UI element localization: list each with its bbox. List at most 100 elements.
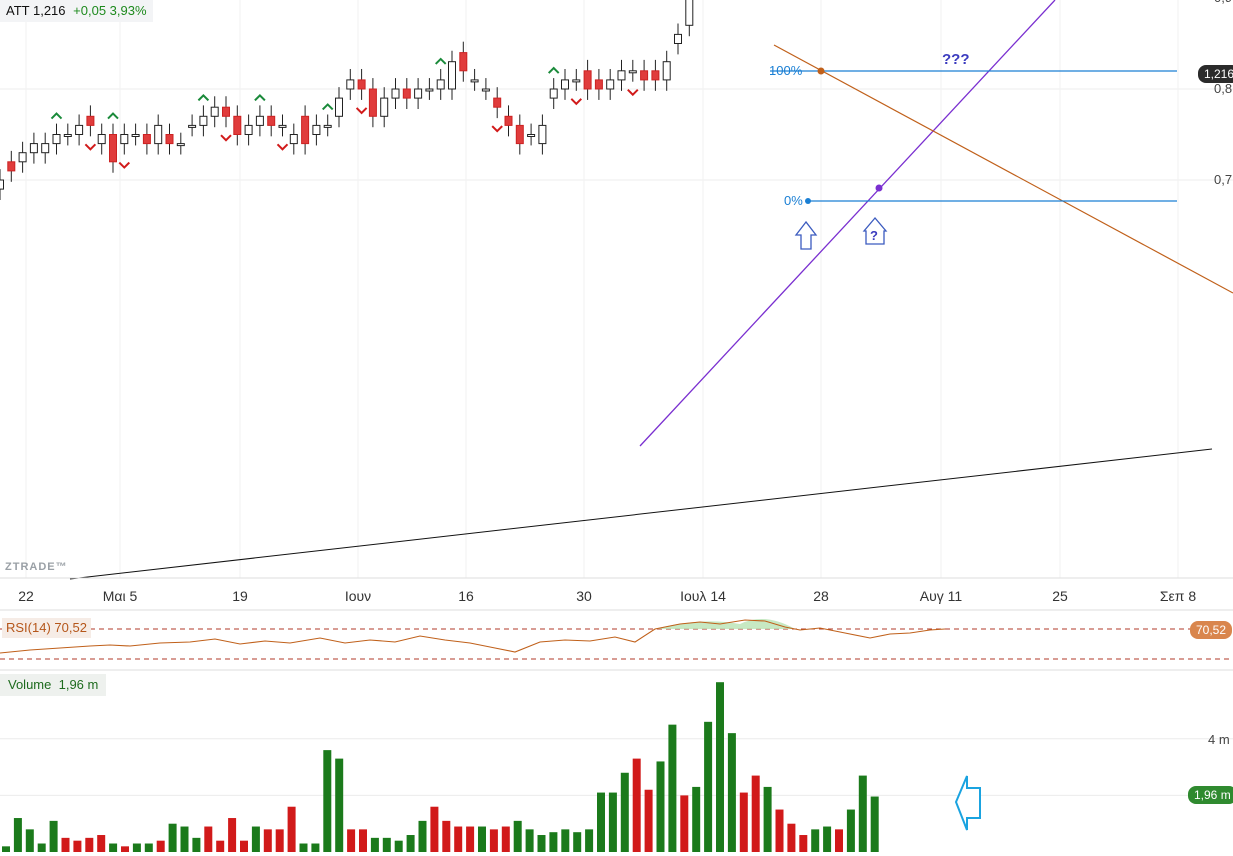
volume-bar	[442, 820, 451, 852]
candle-down	[142, 134, 151, 145]
candle-up	[549, 88, 558, 99]
volume-bar	[382, 837, 391, 852]
volume-bar	[597, 792, 605, 852]
volume-bar	[656, 761, 665, 852]
candle-up	[255, 115, 264, 126]
volume-bar	[25, 829, 34, 852]
candle-up	[391, 88, 400, 99]
time-tick-label: 22	[18, 588, 34, 604]
candles	[0, 0, 694, 201]
volume-bar	[513, 820, 522, 852]
volume-legend[interactable]: Volume 1,96 m	[0, 674, 107, 696]
triple-question-annotation: ???	[942, 51, 970, 68]
candle-up	[41, 143, 50, 154]
volume-bar	[692, 786, 701, 852]
volume-bar	[323, 750, 332, 852]
candle-up	[29, 143, 38, 154]
time-tick-label: Σεπ 8	[1160, 588, 1196, 604]
volume-bar	[418, 820, 427, 852]
candle-down	[504, 115, 513, 126]
price-tick-label: 0,7	[1214, 172, 1232, 187]
candle-up	[120, 134, 129, 145]
price-axis-labels: 1,21,110,90,80,7	[1214, 0, 1232, 187]
volume-bar	[727, 733, 736, 852]
candle-up	[606, 79, 615, 90]
time-tick-label: Ιουν	[345, 588, 371, 604]
candle-down	[357, 79, 366, 90]
sell-signal-marker	[118, 161, 131, 169]
candle-up	[572, 79, 581, 83]
volume-bar	[347, 829, 356, 852]
candle-up	[538, 124, 547, 145]
volume-bar	[644, 789, 653, 852]
sell-signal-marker	[627, 89, 639, 97]
volume-bar	[537, 835, 546, 852]
time-tick-label: 28	[813, 588, 829, 604]
candle-up	[131, 134, 140, 137]
volume-bar	[787, 823, 796, 852]
buy-signal-marker	[254, 93, 266, 102]
candle-up	[662, 61, 671, 81]
volume-bar	[704, 721, 713, 852]
volume-bar	[85, 837, 94, 852]
volume-bar	[775, 809, 784, 852]
candle-up	[176, 143, 185, 147]
volume-bar	[858, 775, 867, 852]
sell-signal-marker	[84, 143, 97, 151]
rsi-legend[interactable]: RSI(14) 70,52	[2, 618, 91, 638]
buy-signal-marker	[50, 112, 63, 120]
volume-bar	[61, 837, 70, 852]
buy-signal-marker	[107, 112, 119, 120]
volume-bar	[228, 818, 237, 852]
signal-markers	[50, 57, 639, 169]
trend-touch-point	[875, 184, 883, 192]
sell-signal-marker	[276, 143, 289, 151]
sell-signal-marker	[355, 107, 368, 115]
volume-bar	[251, 826, 260, 852]
volume-bar	[132, 843, 141, 852]
fib-0-label: 0%	[784, 193, 803, 208]
candle-up	[335, 97, 343, 117]
volume-bar	[240, 840, 248, 852]
candle-up	[448, 61, 456, 90]
price-tick-label: 0,8	[1214, 81, 1232, 96]
candle-up	[97, 134, 106, 145]
candle-up	[52, 134, 61, 145]
volume-bar	[620, 772, 629, 852]
candle-down	[651, 70, 660, 81]
volume-bar	[716, 682, 724, 852]
candle-up	[244, 124, 253, 136]
candle-up	[346, 79, 355, 90]
candle-up	[199, 115, 208, 126]
candle-down	[7, 161, 16, 172]
buy-signal-marker	[197, 93, 210, 102]
candle-up	[527, 134, 536, 137]
volume-bar	[287, 806, 296, 852]
candle-up	[0, 179, 4, 190]
volume-bar	[846, 809, 855, 852]
candle-up	[425, 88, 434, 92]
volume-bar	[763, 786, 772, 852]
candle-down	[86, 115, 95, 126]
rsi-overbought-fill	[655, 619, 795, 629]
candle-down	[583, 70, 592, 90]
long-support-line	[69, 448, 1213, 580]
candle-down	[267, 115, 276, 126]
volume-bar	[97, 835, 106, 852]
candle-up	[674, 33, 682, 45]
volume-bar	[168, 823, 177, 852]
time-tick-label: 25	[1052, 588, 1068, 604]
candle-up	[470, 79, 479, 83]
rsi-line	[0, 619, 946, 654]
volume-bar	[454, 826, 463, 852]
candle-up	[323, 124, 332, 128]
rsi-value: 70,52	[54, 620, 87, 635]
volume-bar	[204, 826, 213, 852]
candle-down	[109, 134, 117, 163]
candle-down	[515, 124, 524, 145]
volume-bar	[799, 835, 808, 852]
candle-up	[685, 0, 694, 26]
candle-up	[75, 124, 84, 136]
buy-signal-marker	[547, 66, 560, 74]
